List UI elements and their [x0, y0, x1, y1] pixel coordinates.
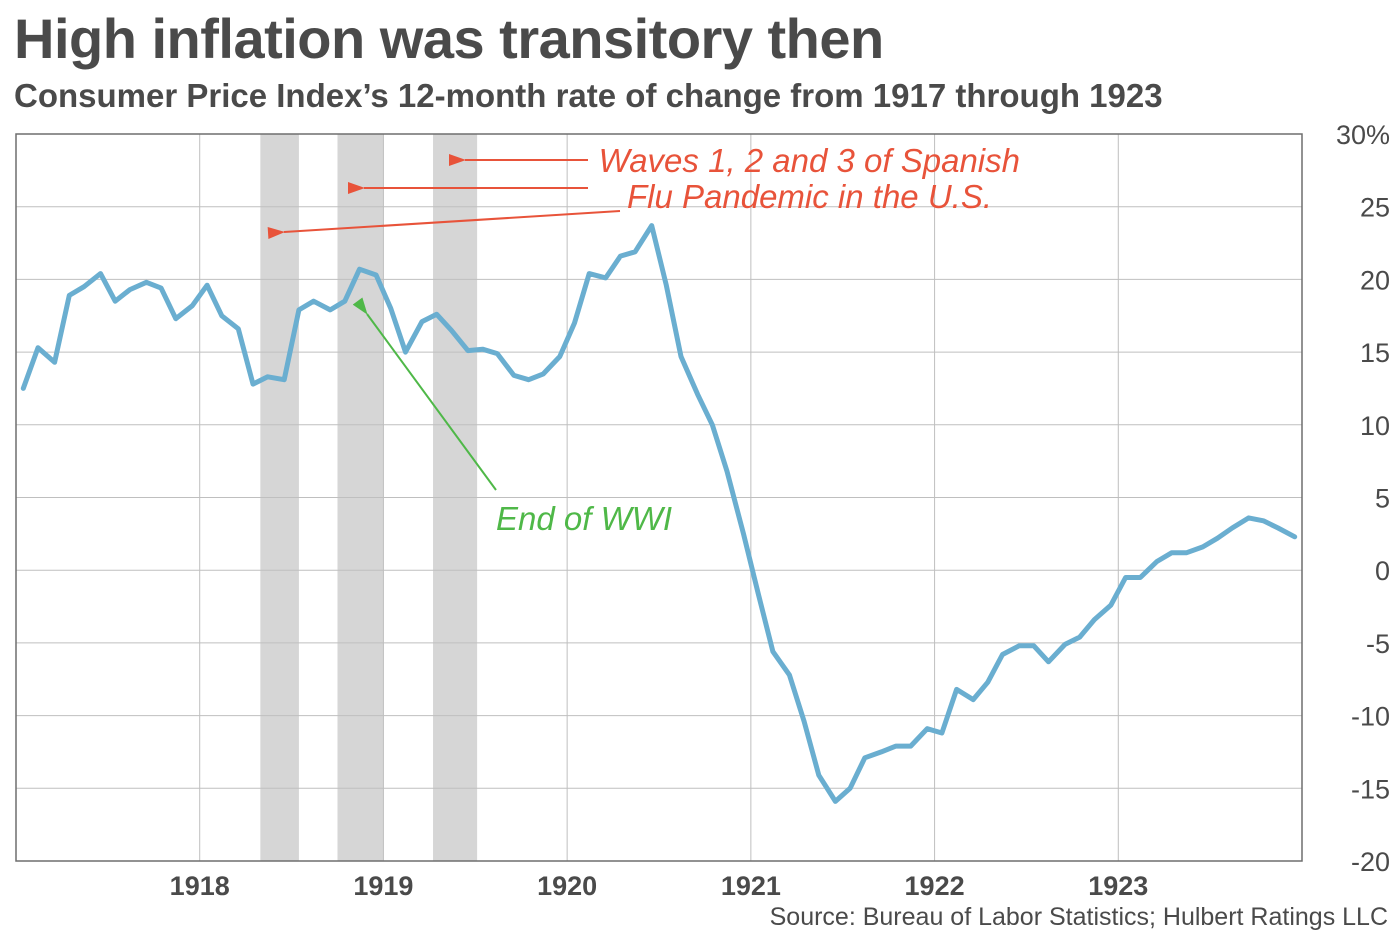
x-tick-label: 1921: [721, 871, 781, 901]
y-tick-label: 25: [1360, 193, 1390, 223]
y-tick-label: 30%: [1336, 120, 1390, 150]
x-tick-label: 1923: [1088, 871, 1148, 901]
x-axis: 1918 1919 1920 1921 1922 1923: [170, 871, 1149, 901]
wwi-annotation: End of WWI: [496, 500, 672, 537]
wave1-arrow: [267, 210, 621, 239]
x-tick-label: 1922: [905, 871, 965, 901]
y-tick-label: 15: [1360, 338, 1390, 368]
y-tick-label: -20: [1351, 847, 1390, 877]
chart-title: High inflation was transitory then: [14, 7, 884, 70]
spanish-flu-annotation-line1: Waves 1, 2 and 3 of Spanish: [599, 142, 1020, 179]
y-tick-label: -15: [1351, 774, 1390, 804]
y-axis: 30% 25 20 15 10 5 0 -5 -10 -15 -20: [1336, 120, 1390, 877]
y-tick-label: -10: [1351, 702, 1390, 732]
x-tick-label: 1918: [170, 871, 230, 901]
y-tick-label: 5: [1375, 484, 1390, 514]
cpi-series-line: [20, 223, 1298, 804]
x-tick-label: 1919: [353, 871, 413, 901]
x-tick-label: 1920: [537, 871, 597, 901]
y-tick-label: 0: [1375, 556, 1390, 586]
grid: [16, 134, 1302, 861]
plot-frame: [15, 133, 1303, 862]
chart-subtitle: Consumer Price Index’s 12-month rate of …: [14, 77, 1163, 114]
y-tick-label: 20: [1360, 265, 1390, 295]
wwi-arrow: [352, 297, 497, 491]
spanish-flu-annotation-line2: Flu Pandemic in the U.S.: [627, 178, 992, 215]
y-tick-label: 10: [1360, 411, 1390, 441]
y-tick-label: -5: [1366, 629, 1390, 659]
source-note: Source: Bureau of Labor Statistics; Hulb…: [769, 903, 1388, 931]
